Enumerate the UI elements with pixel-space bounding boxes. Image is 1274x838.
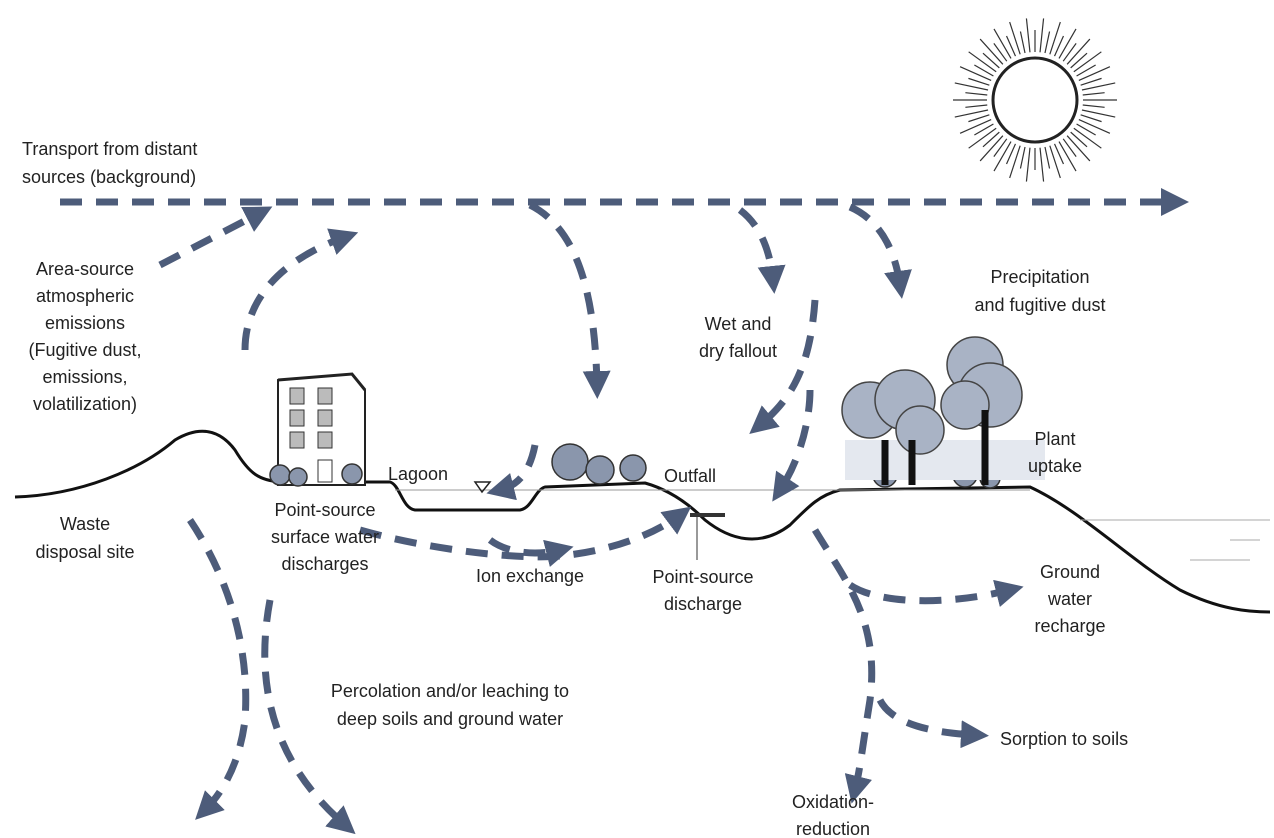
label: Precipitation <box>990 267 1089 287</box>
sun-ray <box>1026 148 1030 182</box>
sun-ray <box>1040 148 1044 182</box>
sun-ray <box>983 53 999 68</box>
label: dry fallout <box>699 341 777 361</box>
sun-ray <box>1050 22 1061 54</box>
sun-ray <box>960 67 991 81</box>
sun-ray <box>1010 22 1021 54</box>
sun-ray <box>994 29 1011 58</box>
sun-ray <box>1045 32 1050 54</box>
label: Transport from distant <box>22 139 197 159</box>
sun-ray <box>1079 120 1110 134</box>
label: water <box>1047 589 1092 609</box>
sun-ray <box>994 139 1007 157</box>
label: sources (background) <box>22 167 196 187</box>
label: Point-source <box>652 567 753 587</box>
label: Lagoon <box>388 464 448 484</box>
sun-ray <box>955 83 988 90</box>
label: discharges <box>281 554 368 574</box>
sun-ray <box>965 93 987 95</box>
label: Point-source <box>274 500 375 520</box>
sun-ray <box>1020 147 1025 169</box>
label: reduction <box>796 819 870 838</box>
label: Percolation and/or leaching to <box>331 681 569 701</box>
label: (Fugitive dust, <box>28 340 141 360</box>
label: Area-source <box>36 259 134 279</box>
sun-ray <box>968 115 989 122</box>
sun-ray <box>994 142 1011 171</box>
sun-ray <box>1010 146 1021 178</box>
label: surface water <box>271 527 379 547</box>
sun-ray <box>1081 115 1102 122</box>
label: deep soils and ground water <box>337 709 563 729</box>
label: Plant <box>1034 429 1075 449</box>
sun-ray <box>968 78 989 85</box>
sun-ray <box>1063 43 1076 61</box>
sun-ray <box>1020 32 1025 54</box>
sun-ray <box>1059 29 1076 58</box>
sun-ray <box>1071 53 1087 68</box>
label: Wet and <box>705 314 772 334</box>
label: uptake <box>1028 456 1082 476</box>
diagram: Transport from distant sources (backgrou… <box>0 0 1274 838</box>
sun-ray <box>1079 67 1110 81</box>
sun-ray <box>1082 83 1115 90</box>
label: and fugitive dust <box>974 295 1105 315</box>
sun-ray <box>960 120 991 134</box>
label: emissions, <box>42 367 127 387</box>
sun-ray <box>1083 105 1105 107</box>
sun-ray <box>1071 132 1087 147</box>
label: volatilization) <box>33 394 137 414</box>
label: Outfall <box>664 466 716 486</box>
label: recharge <box>1034 616 1105 636</box>
label: Ion exchange <box>476 566 584 586</box>
sun-ray <box>1082 110 1115 117</box>
label: atmospheric <box>36 286 134 306</box>
label: Oxidation- <box>792 792 874 812</box>
label: Ground <box>1040 562 1100 582</box>
sun-ray <box>965 105 987 107</box>
sun-ray <box>1050 146 1061 178</box>
sun-ray <box>1040 18 1044 52</box>
trees <box>842 337 1045 485</box>
label: emissions <box>45 313 125 333</box>
sun-ray <box>955 110 988 117</box>
sun <box>953 18 1117 181</box>
sun-ray <box>983 132 999 147</box>
sun-ray <box>1045 147 1050 169</box>
label: Sorption to soils <box>1000 729 1128 749</box>
sun-ray <box>994 43 1007 61</box>
sun-ray <box>1059 142 1076 171</box>
label: disposal site <box>35 542 134 562</box>
sun-ray <box>1081 78 1102 85</box>
label: discharge <box>664 594 742 614</box>
sun-ray <box>1063 139 1076 157</box>
sun-ray <box>1083 93 1105 95</box>
sun-ray <box>1026 18 1030 52</box>
label: Waste <box>60 514 110 534</box>
